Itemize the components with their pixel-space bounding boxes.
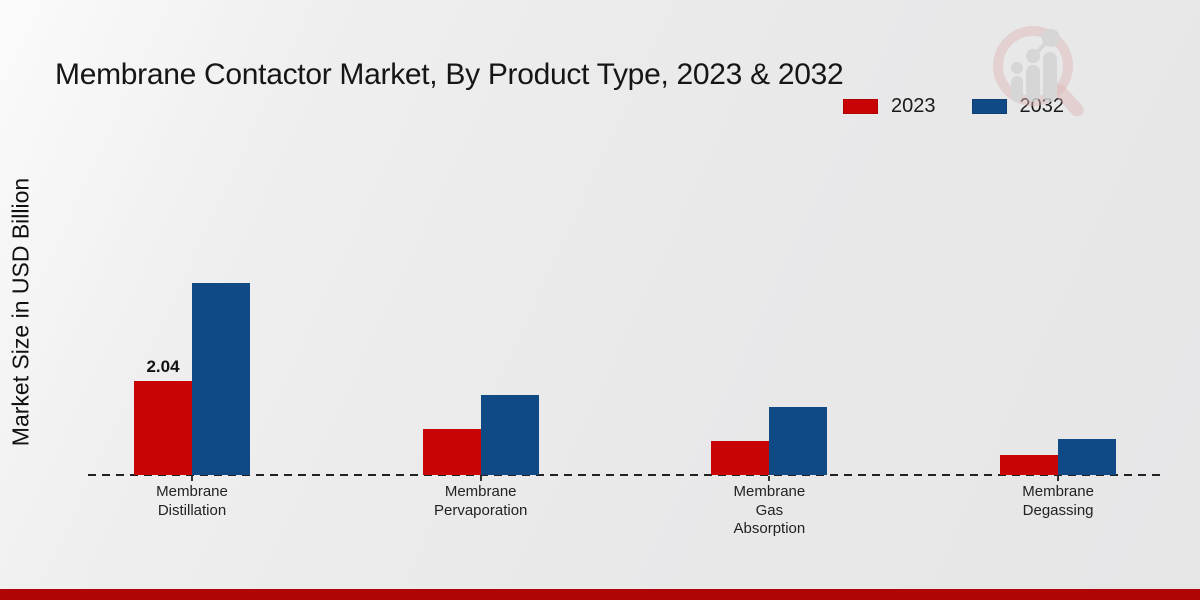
- category-label-0: Membrane Distillation: [156, 483, 228, 519]
- x-axis-baseline: [88, 474, 1166, 476]
- x-axis-tick: [1057, 476, 1060, 481]
- x-axis-tick: [768, 476, 771, 481]
- bar-2032-category-1: [480, 395, 539, 475]
- legend-swatch-2023-icon: [843, 99, 878, 114]
- magnifier-bar-chart-logo-icon: [993, 26, 1084, 116]
- y-axis-label: Market Size in USD Billion: [7, 177, 34, 447]
- bar-2023-category-3: [1000, 455, 1059, 475]
- category-label-1: Membrane Pervaporation: [433, 483, 528, 519]
- chart-title: Membrane Contactor Market, By Product Ty…: [55, 58, 844, 92]
- x-axis-tick: [191, 476, 193, 481]
- x-axis-tick: [479, 476, 482, 481]
- legend-label-2023: 2023: [891, 95, 936, 117]
- bar-value-label: 2.04: [146, 357, 180, 376]
- bar-2032-category-2: [769, 407, 828, 475]
- bar-2023-category-1: [422, 429, 481, 475]
- category-label-3: Membrane Degassing: [1022, 483, 1094, 519]
- bar-2032-category-3: [1058, 439, 1117, 475]
- legend-swatch-2032-icon: [971, 99, 1007, 114]
- bar-2023-category-2: [711, 441, 770, 475]
- bar-2023-category-0: [134, 381, 192, 475]
- category-label-2: Membrane Gas Absorption: [733, 483, 806, 537]
- legend-item-2023: 2023: [843, 95, 936, 118]
- footer-accent-band: [0, 589, 1200, 600]
- bar-2032-category-0: [192, 283, 250, 475]
